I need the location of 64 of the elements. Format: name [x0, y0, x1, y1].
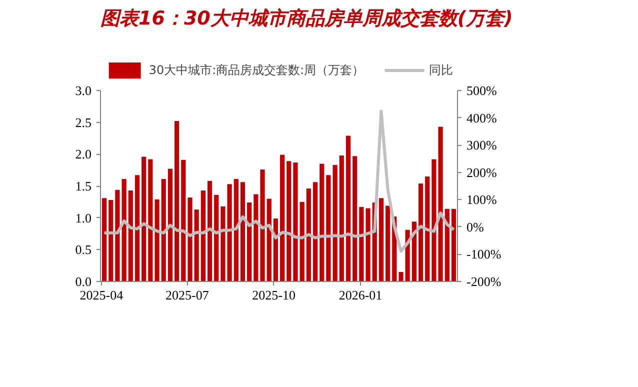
chart-title: 图表16：30大中城市商品房单周成交套数(万套)	[100, 8, 513, 30]
bar	[240, 182, 246, 282]
bar	[148, 159, 153, 282]
bar	[385, 206, 390, 282]
y2-tick-label: 100%	[466, 192, 497, 208]
bar	[188, 197, 192, 282]
bar	[128, 190, 133, 282]
bar	[339, 155, 344, 282]
bar	[181, 160, 186, 282]
bar	[366, 208, 370, 282]
bar	[134, 175, 140, 282]
y-tick-label: 1.5	[75, 178, 92, 194]
bar	[168, 168, 173, 282]
bar	[378, 198, 384, 282]
x-tick-label: 2026-01	[338, 288, 382, 302]
bar	[352, 156, 358, 282]
bar	[254, 194, 258, 282]
y2-tick-label: 300%	[466, 138, 497, 153]
bar	[266, 198, 272, 282]
bar	[320, 164, 324, 282]
y2-tick-label: 0%	[466, 219, 484, 234]
x-tick-label: 2025-07	[165, 288, 210, 302]
x-tick-label: 2025-10	[252, 288, 296, 302]
bar	[293, 162, 298, 282]
bar	[161, 178, 166, 282]
bar	[108, 200, 114, 282]
bar	[247, 202, 252, 282]
bar	[300, 202, 304, 282]
bar	[286, 161, 292, 282]
bar	[451, 208, 456, 282]
bar	[214, 194, 219, 282]
bar	[398, 272, 404, 282]
y2-tick-label: -200%	[466, 274, 502, 289]
bar	[346, 136, 351, 282]
bar	[280, 154, 285, 282]
y2-tick-label: -100%	[466, 246, 502, 262]
bar	[174, 121, 180, 282]
y2-tick-label: 200%	[466, 164, 497, 180]
bar	[306, 188, 311, 282]
bar	[425, 176, 430, 282]
bar	[207, 180, 212, 282]
bar	[359, 207, 364, 282]
y-tick-label: 1.0	[75, 210, 92, 226]
y-tick-label: 0.0	[75, 274, 92, 289]
bar	[200, 190, 206, 282]
x-tick-label: 2025-04	[80, 288, 124, 302]
legend-label: 30大中城市:商品房成交套数:周（万套）	[148, 62, 364, 78]
bar	[194, 210, 199, 282]
y2-tick-label: 500%	[466, 83, 497, 98]
bar	[234, 178, 238, 282]
bar	[142, 156, 146, 282]
y-tick-label: 2.5	[75, 114, 92, 130]
bar	[260, 169, 265, 282]
bar	[418, 183, 424, 282]
bar	[312, 182, 318, 282]
y-tick-label: 3.0	[75, 83, 92, 98]
line-series	[102, 110, 456, 253]
y-tick-label: 0.5	[75, 242, 92, 258]
bar	[444, 208, 450, 282]
bar	[154, 199, 160, 282]
bar	[102, 198, 107, 282]
legend-label: 同比	[429, 62, 454, 78]
y2-tick-label: 400%	[466, 110, 497, 126]
y-tick-label: 2.0	[75, 146, 92, 162]
